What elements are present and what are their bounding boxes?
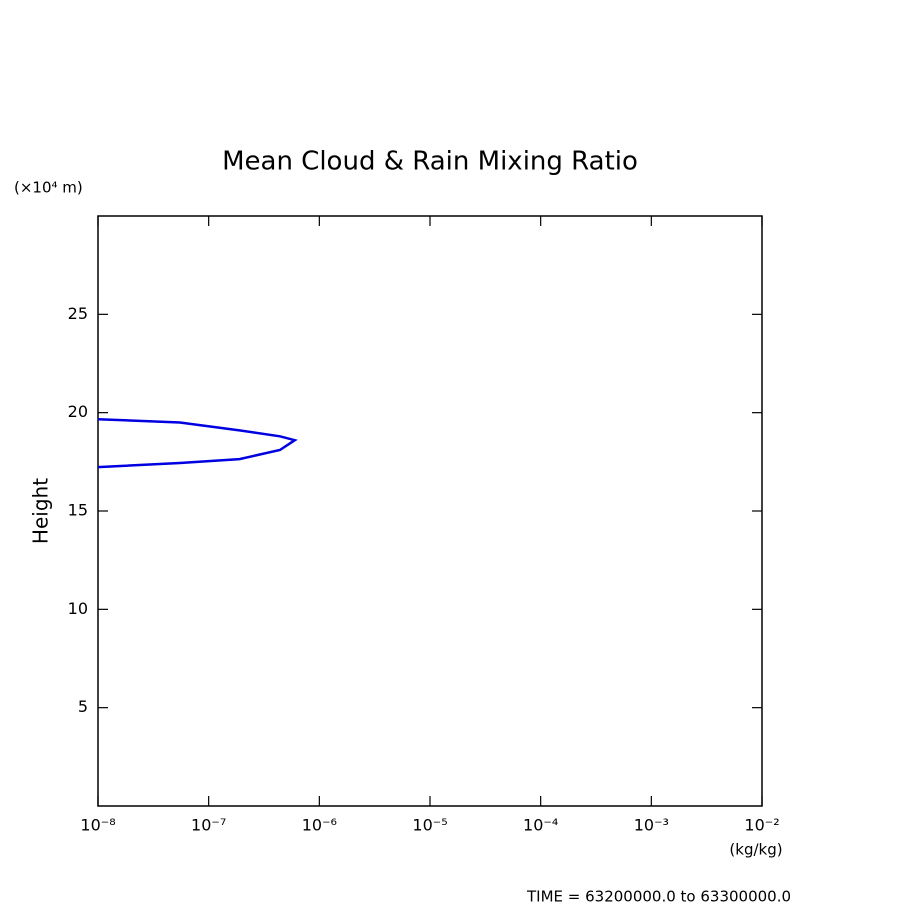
y-axis-label: Height [29,478,53,544]
y-tick-label: 20 [68,402,88,421]
y-tick-label: 25 [68,304,88,323]
x-tick-label: 10⁻⁵ [412,816,447,835]
x-tick-label: 10⁻² [744,816,779,835]
x-tick-label: 10⁻⁶ [302,816,337,835]
x-tick-label: 10⁻⁸ [80,816,115,835]
series-line [97,417,298,469]
footer: TIME = 63200000.0 to 63300000.0 [526,888,791,904]
y-tick-label: 10 [68,599,88,618]
x-tick-label: 10⁻⁴ [523,816,558,835]
x-unit: (kg/kg) [729,841,782,859]
y-tick-label: 5 [78,697,88,716]
chart-title: Mean Cloud & Rain Mixing Ratio [222,147,638,177]
x-tick-label: 10⁻⁷ [191,816,226,835]
y-unit: (×10⁴ m) [14,179,83,197]
x-tick-label: 10⁻³ [634,816,669,835]
plot-frame [97,215,763,807]
y-tick-label: 15 [68,501,88,520]
